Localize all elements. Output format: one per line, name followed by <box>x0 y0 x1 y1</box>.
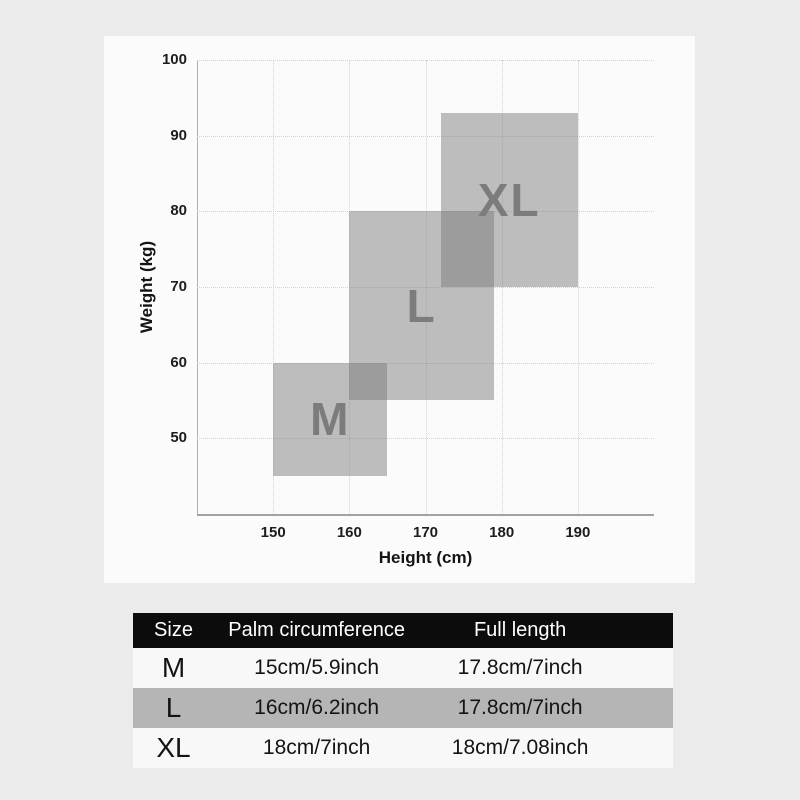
header-full-length: Full length <box>419 613 673 648</box>
y-tick-label: 70 <box>170 278 187 295</box>
gridline-vertical <box>577 60 579 514</box>
size-table: Size Palm circumference Full length M 15… <box>133 613 673 768</box>
gridline-vertical <box>273 60 275 514</box>
y-tick-label: 60 <box>170 353 187 371</box>
x-axis-line <box>197 514 654 516</box>
size-region-m: M <box>273 362 388 477</box>
x-tick-label: 190 <box>565 524 591 541</box>
table-row-m: M 15cm/5.9inch 17.8cm/7inch <box>133 648 673 688</box>
plot-area: 100 90 80 70 60 50 150 160 170 180 190 M L XL <box>162 51 654 541</box>
size-region-l: L <box>349 211 495 401</box>
size-cell: M <box>161 652 186 683</box>
table-row-l: L 16cm/6.2inch 17.8cm/7inch <box>133 688 673 728</box>
full-length-cell: 18cm/7.08inch <box>451 736 589 759</box>
size-region-xl: XL <box>440 112 578 287</box>
size-table-header-row: Size Palm circumference Full length <box>133 613 673 648</box>
x-axis-title: Height (cm) <box>378 548 473 567</box>
y-tick-label: 100 <box>161 51 187 68</box>
table-row-xl: XL 18cm/7inch 18cm/7.08inch <box>133 728 673 768</box>
y-tick-label: 80 <box>170 202 187 220</box>
size-region-label: L <box>406 279 437 332</box>
size-region-label: XL <box>477 173 541 226</box>
y-tick-label: 50 <box>170 429 187 447</box>
gridline-vertical <box>501 60 503 514</box>
x-tick-label: 160 <box>336 524 362 541</box>
size-cell: XL <box>156 732 191 763</box>
gridline-vertical <box>425 60 427 514</box>
x-tick-label: 150 <box>260 524 286 541</box>
header-palm-circumference: Palm circumference <box>214 613 420 648</box>
full-length-cell: 17.8cm/7inch <box>457 656 583 679</box>
full-length-cell: 17.8cm/7inch <box>457 696 583 719</box>
size-cell: L <box>165 692 182 723</box>
gridline-vertical <box>349 60 351 514</box>
palm-cell: 18cm/7inch <box>262 736 371 759</box>
x-tick-label: 170 <box>412 524 439 541</box>
header-size: Size <box>133 613 214 648</box>
palm-cell: 15cm/5.9inch <box>254 656 380 679</box>
x-tick-label: 180 <box>489 524 515 541</box>
size-region-label: M <box>310 393 351 446</box>
chart-panel: Weight (kg) 100 90 80 70 60 50 150 160 170 180 190… <box>104 36 695 583</box>
palm-cell: 16cm/6.2inch <box>254 696 380 719</box>
y-tick-label: 90 <box>170 126 187 144</box>
